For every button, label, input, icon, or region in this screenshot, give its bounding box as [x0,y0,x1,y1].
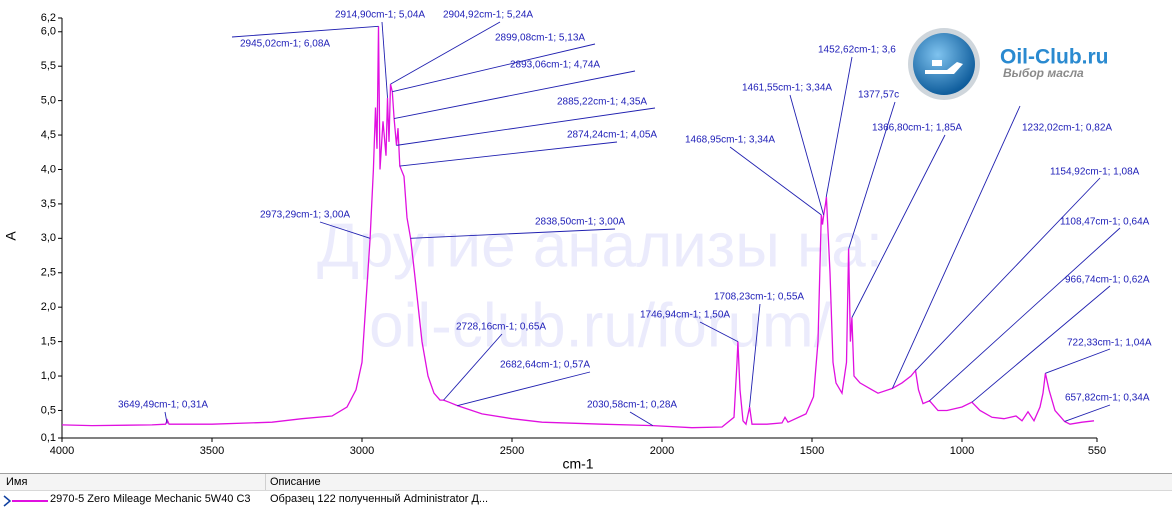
y-tick-label: 1,0 [41,370,56,382]
annotation-leader [410,228,616,239]
table-row[interactable]: 2970-5 Zero Mileage Mechanic 5W40 C3 Обр… [0,491,1172,511]
annotation-leader [381,21,388,98]
logo-title: Oil-Club.ru [1000,46,1109,69]
table-header: Имя Описание [0,474,1172,491]
x-tick-label: 2500 [500,445,524,457]
annotation-leader [1064,404,1111,422]
annotation-leader [399,141,618,167]
annotation-leader [443,333,503,401]
x-tick-label: 550 [1088,445,1106,457]
annotation-leader [393,70,636,119]
annotation-label: 1452,62cm-1; 3,6 [818,45,896,56]
annotation-label: 657,82cm-1; 0,34A [1065,393,1150,404]
annotation-label: 1746,94cm-1; 1,50A [640,310,730,321]
annotation-label: 2893,06cm-1; 4,74A [510,60,600,71]
annotation-leader [851,134,946,318]
y-tick-label: 5,5 [41,60,56,72]
x-tick-label: 2000 [650,445,674,457]
annotation-leader [749,303,761,408]
annotation-label: 2945,02cm-1; 6,08A [240,39,330,50]
logo-subtitle: Выбор масла [1003,66,1084,80]
y-tick-label: 6,0 [41,26,56,38]
annotation-label: 1377,57c [858,90,899,101]
annotation-leader [629,411,654,426]
annotation-label: 2885,22cm-1; 4,35A [557,97,647,108]
annotation-leader [825,56,853,198]
annotation-label: 966,74cm-1; 0,62A [1065,275,1150,286]
annotation-leader [789,94,824,216]
annotation-leader [971,285,1111,403]
annotation-label: 2728,16cm-1; 0,65A [456,322,546,333]
annotation-leader [891,105,1021,389]
y-tick-label: 6,2 [41,12,56,24]
x-tick-label: 1000 [950,445,974,457]
x-tick-label: 4000 [50,445,74,457]
annotation-leader [392,43,596,93]
annotation-label: 2838,50cm-1; 3,00A [535,217,625,228]
annotation-label: 2874,24cm-1; 4,05A [567,130,657,141]
annotation-label: 1468,95cm-1; 3,34A [685,135,775,146]
annotation-leader [1045,348,1111,374]
annotation-label: 2682,64cm-1; 0,57A [500,360,590,371]
y-tick-label: 4,5 [41,129,56,141]
annotation-leader [231,25,379,38]
y-tick-label: 0,5 [41,404,56,416]
x-tick-label: 3000 [350,445,374,457]
annotation-label: 722,33cm-1; 1,04A [1067,338,1152,349]
y-tick-label: 1,5 [41,336,56,348]
annotation-leader [457,371,591,407]
annotation-label: 2904,92cm-1; 5,24A [443,10,533,21]
y-tick-label: 5,0 [41,95,56,107]
divider [265,474,266,490]
annotation-label: 1154,92cm-1; 1,08A [1050,167,1140,178]
annotation-leader [396,107,656,146]
y-tick-label: 3,5 [41,198,56,210]
y-axis-label: A [3,231,19,241]
annotation-label: 2030,58cm-1; 0,28A [587,400,677,411]
annotation-label: 3649,49cm-1; 0,31A [118,400,208,411]
annotation-leader [164,411,168,424]
annotation-label: 2899,08cm-1; 5,13A [495,33,585,44]
logo-circle [913,33,975,95]
header-cell: Описание [270,476,321,488]
y-tick-label: 4,0 [41,163,56,175]
annotation-leader [699,321,739,343]
annotation-label: 2914,90cm-1; 5,04A [335,10,425,21]
annotation-leader [848,101,896,249]
annotation-label: 1232,02cm-1; 0,82A [1022,123,1112,134]
description: Образец 122 полученный Administrator Д..… [270,493,489,505]
watermark: oil-club.ru/forum/ [369,291,831,360]
series-name: 2970-5 Zero Mileage Mechanic 5W40 C3 [50,493,251,505]
annotation-label: 1708,23cm-1; 0,55A [714,292,804,303]
y-tick-label: 2,5 [41,267,56,279]
logo: Oil-Club.ru Выбор масла [908,28,1109,100]
annotation-label: 1108,47cm-1; 0,64A [1060,217,1150,228]
y-tick-label: 2,0 [41,301,56,313]
row-icon [3,495,48,507]
annotation-leader [319,221,371,239]
legend-table: Имя Описание 2970-5 Zero Mileage Mechani… [0,473,1172,513]
annotation-label: 1366,80cm-1; 1,85A [872,123,962,134]
annotation-leader [729,146,822,216]
x-tick-label: 1500 [800,445,824,457]
annotation-label: 2973,29cm-1; 3,00A [260,210,350,221]
annotation-label: 1461,55cm-1; 3,34A [742,83,832,94]
x-tick-label: 3500 [200,445,224,457]
logo-icon [925,60,963,74]
plot: 0,1 0,5 1,0 1,5 2,0 2,5 3,0 3,5 4,0 4,5 5,0 5,5 6,0 6… [41,10,1152,457]
y-tick-label: 0,1 [41,432,56,444]
y-tick-label: 3,0 [41,232,56,244]
header-cell: Имя [6,476,28,488]
annotation-leader [390,21,501,85]
chart: Другие анализы на: oil-club.ru/forum/ A … [3,10,1152,472]
annotation-leader [915,177,1101,371]
annotation-leader [929,227,1121,402]
x-axis-label: cm-1 [562,456,593,472]
